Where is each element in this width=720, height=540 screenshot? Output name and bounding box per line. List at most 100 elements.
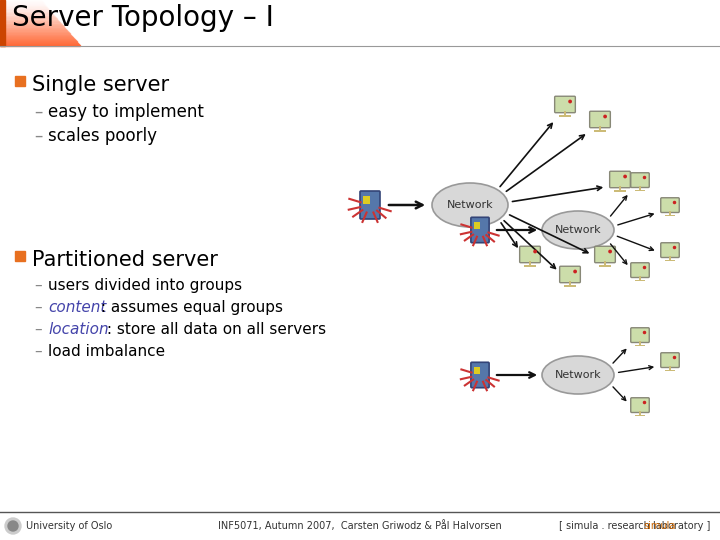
- Bar: [639, 186, 642, 190]
- Bar: [0, 10, 50, 11]
- Ellipse shape: [542, 211, 614, 249]
- Bar: [0, 0, 720, 46]
- Bar: [0, 25, 63, 26]
- Text: easy to implement: easy to implement: [48, 103, 204, 121]
- Bar: [665, 260, 675, 261]
- Bar: [0, 19, 58, 20]
- Circle shape: [644, 401, 646, 403]
- Bar: [618, 186, 621, 191]
- Circle shape: [569, 100, 571, 103]
- FancyBboxPatch shape: [631, 173, 649, 187]
- Bar: [0, 4, 44, 5]
- Bar: [0, 27, 64, 28]
- Text: –: –: [34, 103, 42, 121]
- Bar: [524, 266, 536, 267]
- Bar: [0, 21, 59, 22]
- Text: –: –: [34, 127, 42, 145]
- Text: Network: Network: [446, 200, 493, 210]
- FancyBboxPatch shape: [631, 328, 649, 342]
- Text: : store all data on all servers: : store all data on all servers: [102, 322, 327, 337]
- Bar: [15, 76, 25, 86]
- FancyBboxPatch shape: [631, 398, 649, 413]
- Bar: [0, 8, 48, 9]
- Bar: [669, 211, 671, 215]
- Bar: [0, 11, 50, 12]
- Text: Partitioned server: Partitioned server: [32, 250, 218, 270]
- Bar: [669, 256, 671, 260]
- Bar: [639, 276, 642, 280]
- Text: –: –: [34, 344, 42, 359]
- Bar: [0, 24, 61, 25]
- Bar: [0, 12, 52, 13]
- Bar: [0, 45, 80, 46]
- FancyBboxPatch shape: [590, 111, 611, 127]
- Bar: [0, 38, 74, 39]
- Text: location: location: [48, 322, 109, 337]
- Bar: [564, 286, 576, 287]
- Ellipse shape: [542, 356, 614, 394]
- Bar: [0, 5, 45, 6]
- Text: INF5071, Autumn 2007,  Carsten Griwodz & Pål Halvorsen: INF5071, Autumn 2007, Carsten Griwodz & …: [218, 521, 502, 531]
- Bar: [0, 41, 76, 42]
- Text: Single server: Single server: [32, 75, 169, 95]
- Bar: [669, 366, 671, 370]
- Circle shape: [534, 251, 536, 253]
- FancyBboxPatch shape: [661, 353, 679, 368]
- FancyBboxPatch shape: [595, 246, 616, 262]
- Bar: [639, 411, 642, 415]
- Bar: [603, 261, 606, 266]
- Bar: [0, 15, 53, 16]
- FancyBboxPatch shape: [360, 191, 380, 219]
- Bar: [0, 2, 42, 3]
- Bar: [0, 18, 56, 19]
- Circle shape: [673, 201, 675, 204]
- Bar: [0, 3, 43, 4]
- FancyBboxPatch shape: [471, 217, 489, 242]
- Bar: [0, 29, 66, 30]
- Circle shape: [8, 521, 18, 531]
- Bar: [0, 39, 75, 40]
- Text: : assumes equal groups: : assumes equal groups: [96, 300, 283, 315]
- Bar: [15, 251, 25, 261]
- Bar: [0, 9, 48, 10]
- Bar: [0, 6, 46, 7]
- Circle shape: [644, 266, 646, 268]
- Bar: [0, 7, 47, 8]
- Bar: [528, 261, 531, 266]
- Circle shape: [624, 176, 626, 178]
- Text: users divided into groups: users divided into groups: [48, 278, 242, 293]
- FancyBboxPatch shape: [610, 171, 630, 188]
- Bar: [0, 16, 55, 17]
- Circle shape: [673, 246, 675, 248]
- Bar: [594, 131, 606, 132]
- Bar: [639, 341, 642, 345]
- Bar: [0, 0, 40, 1]
- Text: content: content: [48, 300, 107, 315]
- Circle shape: [673, 356, 675, 359]
- Text: –: –: [34, 278, 42, 293]
- FancyBboxPatch shape: [631, 263, 649, 278]
- FancyBboxPatch shape: [661, 243, 679, 258]
- Bar: [474, 222, 480, 229]
- Circle shape: [644, 332, 646, 334]
- Circle shape: [609, 251, 611, 253]
- Bar: [0, 35, 71, 36]
- Text: load imbalance: load imbalance: [48, 344, 165, 359]
- Bar: [599, 266, 611, 267]
- Bar: [0, 34, 70, 35]
- Circle shape: [574, 271, 576, 273]
- Bar: [635, 415, 645, 416]
- Bar: [0, 32, 68, 33]
- Bar: [0, 37, 73, 38]
- Bar: [559, 116, 571, 117]
- Text: –: –: [34, 322, 42, 337]
- Bar: [0, 30, 67, 31]
- Bar: [0, 22, 60, 23]
- Bar: [665, 215, 675, 217]
- Bar: [0, 40, 76, 41]
- Text: Network: Network: [554, 225, 601, 235]
- Bar: [0, 31, 68, 32]
- Circle shape: [5, 518, 21, 534]
- Bar: [0, 28, 65, 29]
- Text: –: –: [34, 300, 42, 315]
